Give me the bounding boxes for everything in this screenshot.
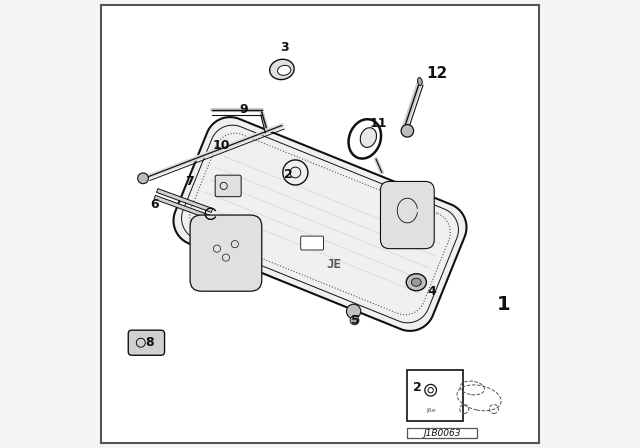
Text: J6e: J6e [426, 408, 435, 414]
FancyBboxPatch shape [380, 181, 434, 249]
Text: 3: 3 [280, 41, 289, 54]
Text: 9: 9 [239, 103, 248, 116]
FancyBboxPatch shape [301, 236, 324, 250]
Text: 4: 4 [428, 284, 436, 298]
Ellipse shape [278, 65, 291, 75]
Ellipse shape [360, 128, 376, 147]
FancyBboxPatch shape [128, 330, 164, 355]
Ellipse shape [406, 274, 426, 291]
Text: 10: 10 [212, 139, 230, 152]
Text: 8: 8 [145, 336, 154, 349]
Text: 6: 6 [150, 198, 159, 211]
Polygon shape [173, 117, 467, 331]
Ellipse shape [269, 59, 294, 80]
Ellipse shape [417, 78, 422, 86]
Polygon shape [157, 189, 212, 212]
Circle shape [346, 304, 361, 319]
Circle shape [350, 316, 359, 325]
Circle shape [138, 173, 148, 184]
Text: 5: 5 [351, 314, 360, 327]
Text: 12: 12 [426, 66, 447, 81]
Text: 2: 2 [413, 381, 422, 394]
Bar [407, 370, 463, 421]
Text: JE: JE [326, 258, 341, 271]
Text: 1: 1 [497, 295, 511, 314]
Bar [407, 428, 477, 438]
Text: 11: 11 [369, 117, 387, 130]
Ellipse shape [412, 278, 421, 286]
Text: 7: 7 [186, 175, 195, 188]
Text: J1B0063: J1B0063 [423, 429, 461, 438]
Polygon shape [154, 195, 210, 219]
FancyBboxPatch shape [215, 175, 241, 197]
Circle shape [401, 125, 413, 137]
FancyBboxPatch shape [190, 215, 262, 291]
Text: 2: 2 [284, 168, 293, 181]
